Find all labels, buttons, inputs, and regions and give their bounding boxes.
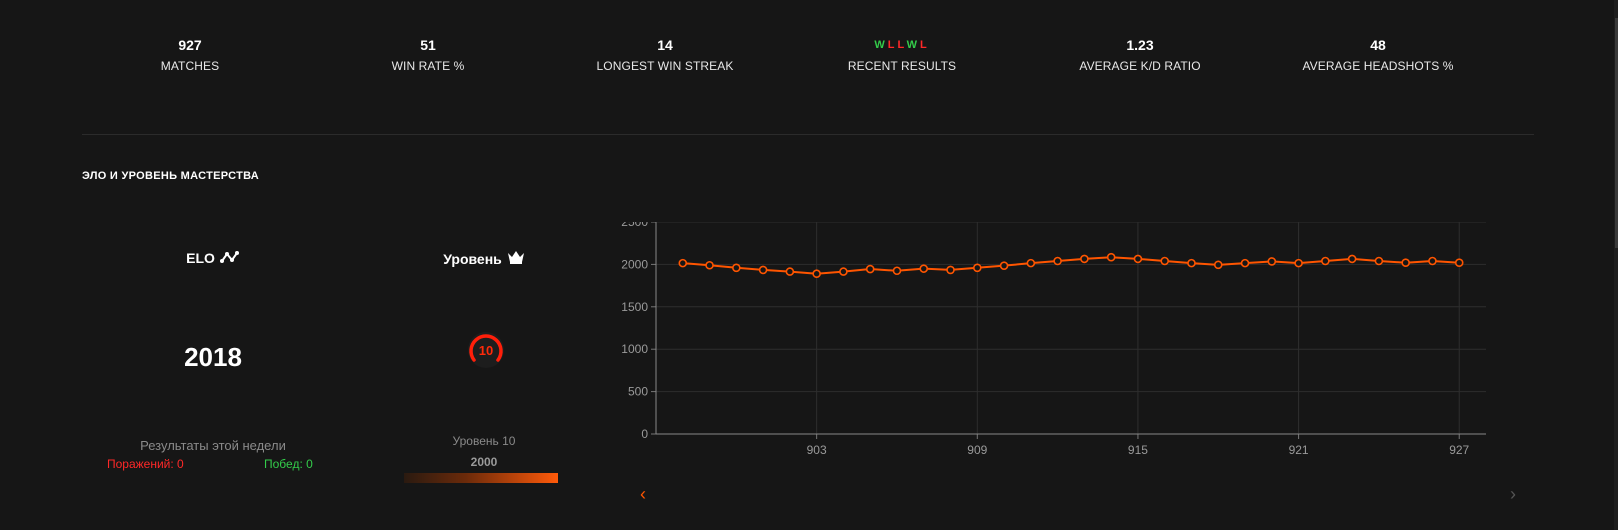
data-point — [1454, 258, 1464, 268]
week-wins: Побед: 0 — [264, 457, 313, 471]
section-title: ЭЛО И УРОВЕНЬ МАСТЕРСТВА — [82, 170, 260, 182]
data-point — [1026, 258, 1036, 268]
data-point — [839, 267, 848, 276]
stat-recent-results: WLLWL RECENT RESULTS — [782, 36, 1022, 74]
stat-value: 48 — [1370, 37, 1386, 53]
stat-label: AVERAGE HEADSHOTS % — [1302, 59, 1454, 73]
data-point — [1053, 256, 1062, 266]
data-point — [1240, 258, 1250, 268]
crown-icon — [507, 250, 525, 267]
stat-longest-streak: 14 LONGEST WIN STREAK — [545, 36, 785, 74]
y-tick-label: 500 — [628, 385, 648, 399]
elo-chart: 0 500 1000 1500 2000 2500 903 909 915 921 927 — [620, 215, 1540, 462]
divider — [82, 134, 1534, 135]
x-tick-label: 915 — [1128, 443, 1148, 457]
level-header: Уровень — [384, 250, 584, 267]
level-title: Уровень 10 — [452, 434, 516, 448]
data-point — [1106, 252, 1116, 262]
data-point — [705, 260, 714, 270]
result-badge: W — [906, 39, 920, 51]
data-point — [1401, 258, 1410, 268]
series-line — [682, 256, 1460, 275]
result-badge: W — [874, 39, 888, 51]
stat-label: WIN RATE % — [391, 59, 465, 73]
data-point — [1374, 256, 1384, 266]
data-point — [1267, 257, 1277, 266]
level-label: Уровень — [443, 250, 502, 267]
y-tick-label: 2500 — [621, 222, 648, 229]
x-tick-label: 909 — [967, 443, 987, 457]
result-badge: L — [919, 39, 930, 51]
stat-win-rate: 51 WIN RATE % — [308, 36, 548, 74]
result-badge: L — [887, 39, 898, 51]
data-point — [1080, 254, 1089, 264]
x-tick-label: 927 — [1449, 443, 1469, 457]
stat-kd-ratio: 1.23 AVERAGE K/D RATIO — [1020, 36, 1260, 74]
level-elo-threshold: 2000 — [470, 455, 498, 469]
data-point — [999, 261, 1009, 270]
chart-next-button[interactable]: › — [1510, 484, 1516, 504]
stat-value: 51 — [420, 37, 436, 53]
level-progress-bar — [404, 473, 558, 483]
y-tick-label: 0 — [641, 427, 648, 441]
y-tick-label: 1500 — [621, 300, 648, 314]
data-point — [1321, 256, 1330, 266]
data-point — [919, 264, 929, 273]
y-tick-label: 1000 — [621, 342, 648, 356]
data-point — [892, 266, 902, 276]
stats-row: 927 MATCHES 51 WIN RATE % 14 LONGEST WIN… — [78, 0, 1530, 100]
chart-prev-button[interactable]: ‹ — [640, 484, 646, 504]
data-point — [678, 258, 688, 268]
data-point — [758, 265, 768, 275]
data-point — [1347, 254, 1357, 264]
data-point — [812, 269, 821, 279]
elo-value: 2018 — [184, 342, 242, 372]
level-badge-value: 10 — [479, 343, 493, 358]
recent-results: WLLWL — [782, 36, 1022, 54]
data-point — [732, 263, 741, 273]
data-point — [1294, 258, 1303, 268]
y-tick-label: 2000 — [621, 257, 648, 271]
stat-label: MATCHES — [160, 59, 220, 73]
stat-label: AVERAGE K/D RATIO — [1079, 59, 1201, 73]
stat-headshots: 48 AVERAGE HEADSHOTS % — [1258, 36, 1498, 74]
data-point — [1213, 260, 1223, 270]
stat-value: 14 — [657, 37, 673, 53]
result-badge: L — [897, 39, 907, 51]
data-point — [785, 267, 795, 276]
scrollbar-thumb[interactable] — [1615, 18, 1618, 248]
elo-header: ELO — [113, 250, 313, 266]
stat-label: RECENT RESULTS — [847, 59, 957, 73]
data-point — [1428, 256, 1437, 266]
data-point — [1160, 256, 1170, 266]
data-point — [1187, 258, 1196, 268]
elo-chart-svg: 0 500 1000 1500 2000 2500 903 909 915 921 927 — [621, 215, 1486, 457]
week-results: Результаты этой недели Поражений: 0 Побе… — [103, 438, 323, 475]
data-point — [865, 264, 875, 274]
stat-value: 1.23 — [1126, 37, 1154, 53]
x-tick-label: 921 — [1289, 443, 1309, 457]
scrollbar-track[interactable] — [1614, 0, 1618, 530]
data-point — [1133, 254, 1143, 264]
elo-graph-icon — [219, 250, 240, 266]
week-losses: Поражений: 0 — [107, 457, 184, 471]
level-badge-icon: 10 — [466, 330, 506, 370]
elo-label: ELO — [186, 250, 215, 266]
week-title: Результаты этой недели — [140, 438, 286, 453]
stat-value: 927 — [178, 37, 202, 53]
data-point — [972, 263, 982, 273]
data-point — [946, 265, 955, 275]
stat-label: LONGEST WIN STREAK — [596, 59, 734, 73]
stat-matches: 927 MATCHES — [70, 36, 310, 74]
x-tick-label: 903 — [807, 443, 827, 457]
